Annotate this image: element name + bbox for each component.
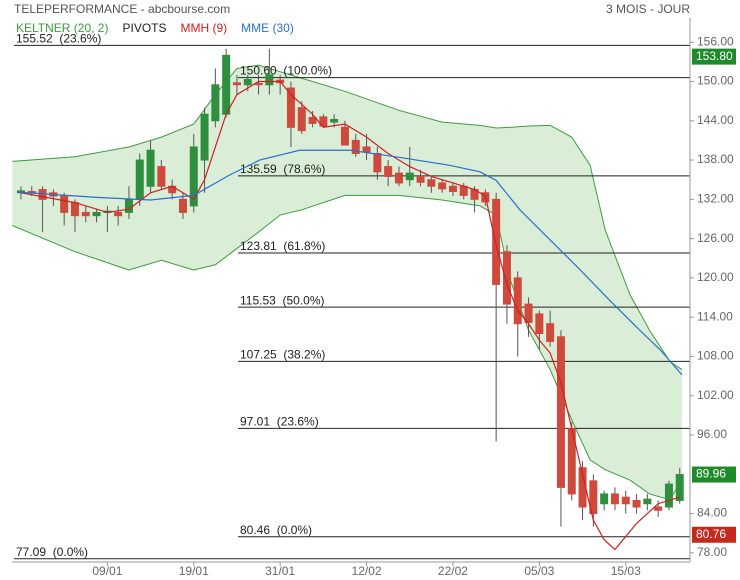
candle-body [405, 172, 414, 181]
candle-body [610, 493, 619, 505]
legend-entry: PIVOTS [122, 21, 166, 35]
price-tag-label: 153.80 [696, 49, 733, 63]
pivot-label: 97.01 (23.6%) [240, 415, 319, 429]
y-tick-label: 132.00 [697, 192, 734, 206]
y-tick-label: 150.00 [697, 74, 734, 88]
candle-body [448, 185, 457, 192]
candle-body [664, 483, 673, 508]
candle-body [178, 198, 187, 213]
x-tick-label: 09/01 [92, 564, 122, 578]
candle-body [319, 116, 328, 127]
x-tick-label: 22/02 [438, 564, 468, 578]
candle-body [340, 126, 349, 146]
candle-body [70, 202, 79, 217]
y-tick-label: 138.00 [697, 152, 734, 166]
candle-body [189, 146, 198, 207]
candle-body [502, 251, 511, 305]
candle-body [643, 498, 652, 505]
candle-body [286, 87, 295, 128]
candle-body [222, 54, 231, 115]
x-tick-label: 31/01 [265, 564, 295, 578]
price-tag-label: 89.96 [696, 467, 726, 481]
period-label: 3 MOIS - JOUR [606, 2, 690, 16]
candle-body [330, 118, 339, 123]
candle-body [60, 195, 69, 213]
candle-body [362, 146, 371, 153]
x-tick-label: 12/02 [352, 564, 382, 578]
y-tick-label: 102.00 [697, 388, 734, 402]
candle-body [297, 107, 306, 132]
candle-body [632, 499, 641, 508]
y-tick-label: 96.00 [697, 427, 727, 441]
candle-body [265, 74, 274, 86]
candle-body [589, 480, 598, 515]
legend-entry: KELTNER (20, 2) [16, 21, 108, 35]
moving-average-line [20, 80, 680, 551]
pivot-label: 77.09 (0.0%) [16, 545, 88, 559]
x-tick-label: 15/03 [611, 564, 641, 578]
x-tick-label: 19/01 [179, 564, 209, 578]
y-tick-label: 114.00 [697, 309, 733, 323]
candle-body [232, 82, 241, 86]
y-tick-label: 84.00 [697, 506, 727, 520]
y-tick-label: 108.00 [697, 349, 734, 363]
moving-average-line [17, 149, 683, 376]
y-tick-label: 120.00 [697, 270, 734, 284]
x-tick-label: 05/03 [524, 564, 554, 578]
candle-body [546, 323, 555, 342]
pivot-label: 115.53 (50.0%) [240, 293, 325, 307]
legend-entry: MMH (9) [181, 21, 228, 35]
pivot-label: 155.52 (23.6%) [16, 32, 101, 46]
pivot-label: 135.59 (78.6%) [240, 162, 325, 176]
pivot-label: 123.81 (61.8%) [240, 239, 325, 253]
keltner-band [12, 65, 682, 500]
candle-body [351, 139, 360, 155]
candle-body [600, 493, 609, 505]
candle-body [621, 496, 630, 505]
candle-body [416, 175, 425, 183]
y-tick-label: 78.00 [697, 545, 727, 559]
y-tick-label: 144.00 [697, 113, 734, 127]
candle-body [200, 113, 209, 161]
keltner-lower [12, 194, 683, 501]
candle-body [308, 117, 317, 124]
legend: KELTNER (20, 2) PIVOTS MMH (9) MME (30) [16, 21, 294, 35]
y-tick-label: 156.00 [697, 34, 734, 48]
candle-body [524, 303, 533, 323]
candle-body [492, 198, 501, 285]
candle-body [394, 172, 403, 184]
candle-body [513, 277, 522, 325]
candle-body [135, 159, 144, 200]
candle-body [243, 79, 252, 86]
pivot-label: 150.60 (100.0%) [240, 64, 332, 78]
chart-title: TELEPERFORMANCE - abcbourse.com [14, 2, 230, 16]
candle-body [459, 185, 468, 196]
candle-body [384, 166, 393, 177]
candle-body [556, 336, 565, 488]
price-tag-label: 80.76 [696, 527, 726, 541]
candle-body [92, 211, 101, 217]
pivot-label: 107.25 (38.2%) [240, 348, 325, 362]
candle-body [438, 182, 447, 190]
candle-body [373, 153, 382, 173]
candle-body [114, 211, 123, 217]
price-tag [692, 466, 736, 483]
price-tag [692, 48, 736, 65]
candle-body [81, 211, 90, 217]
candle-body [427, 179, 436, 187]
y-tick-label: 126.00 [697, 231, 734, 245]
candle-body [157, 166, 166, 187]
candle-body [146, 149, 155, 187]
pivot-label: 80.46 (0.0%) [240, 523, 312, 537]
price-tag [692, 526, 736, 543]
candle-body [211, 84, 220, 122]
candle-body [535, 313, 544, 335]
candle-body [675, 474, 684, 501]
candle-body [654, 506, 663, 511]
legend-entry: MME (30) [241, 21, 294, 35]
candle-body [124, 198, 133, 213]
keltner-upper [12, 64, 683, 370]
